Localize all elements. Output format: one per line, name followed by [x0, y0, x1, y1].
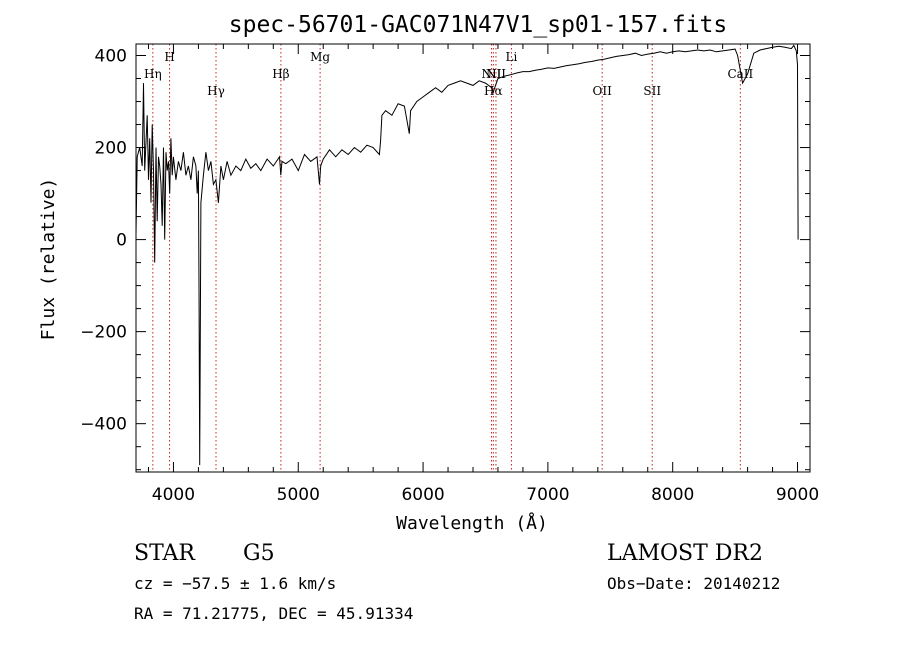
spectral-line-label: NII	[486, 67, 506, 81]
spectral-line-label: Hη	[144, 67, 162, 81]
object-class: STAR	[134, 541, 196, 566]
x-tick-label: 9000	[776, 485, 819, 505]
axis-ticks: 4000 5000 6000 7000 8000 9000 −400 −200 0 200 400	[80, 44, 819, 505]
x-axis-label: Wavelength (Å)	[396, 512, 548, 534]
x-tick-label: 7000	[526, 485, 569, 505]
y-axis-label: Flux (relative)	[38, 178, 59, 341]
observation-date: Obs−Date: 20140212	[607, 574, 780, 593]
spectral-line-label: Hβ	[272, 67, 289, 81]
spectral-line-label: Mg	[310, 50, 330, 64]
series-layer	[135, 44, 799, 466]
spectral-line-label: SII	[643, 84, 661, 98]
coordinates-readout: RA = 71.21775, DEC = 45.91334	[134, 604, 413, 623]
survey-name: LAMOST DR2	[607, 541, 763, 566]
x-tick-label: 4000	[152, 485, 195, 505]
chart-title: spec-56701-GAC071N47V1_sp01-157.fits	[229, 12, 728, 38]
y-tick-label: 200	[95, 139, 127, 159]
y-tick-label: 400	[95, 47, 127, 67]
spectral-line-label: Li	[506, 50, 518, 64]
plot-frame	[135, 43, 811, 473]
spectral-line-label: Hγ	[207, 84, 225, 98]
spectral-line-label: NII	[481, 67, 501, 81]
spectral-line-label: OII	[593, 84, 613, 98]
y-tick-label: −200	[80, 323, 127, 343]
redshift-readout: cz = −57.5 ± 1.6 km/s	[134, 574, 336, 593]
x-tick-label: 6000	[401, 485, 444, 505]
x-tick-label: 5000	[277, 485, 320, 505]
object-subclass: G5	[243, 541, 275, 566]
spectrum-line	[135, 44, 799, 466]
y-tick-label: −400	[80, 415, 127, 435]
x-tick-label: 8000	[651, 485, 694, 505]
spectral-line-label: H	[164, 50, 174, 64]
y-tick-label: 0	[116, 231, 127, 251]
